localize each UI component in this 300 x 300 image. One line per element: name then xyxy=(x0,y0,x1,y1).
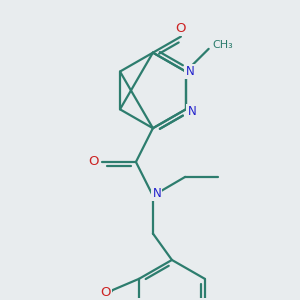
Text: N: N xyxy=(185,65,194,78)
Text: CH₃: CH₃ xyxy=(212,40,233,50)
Text: O: O xyxy=(176,22,186,35)
Text: O: O xyxy=(88,155,99,169)
Text: O: O xyxy=(100,286,111,299)
Text: N: N xyxy=(188,105,196,118)
Text: N: N xyxy=(152,187,161,200)
